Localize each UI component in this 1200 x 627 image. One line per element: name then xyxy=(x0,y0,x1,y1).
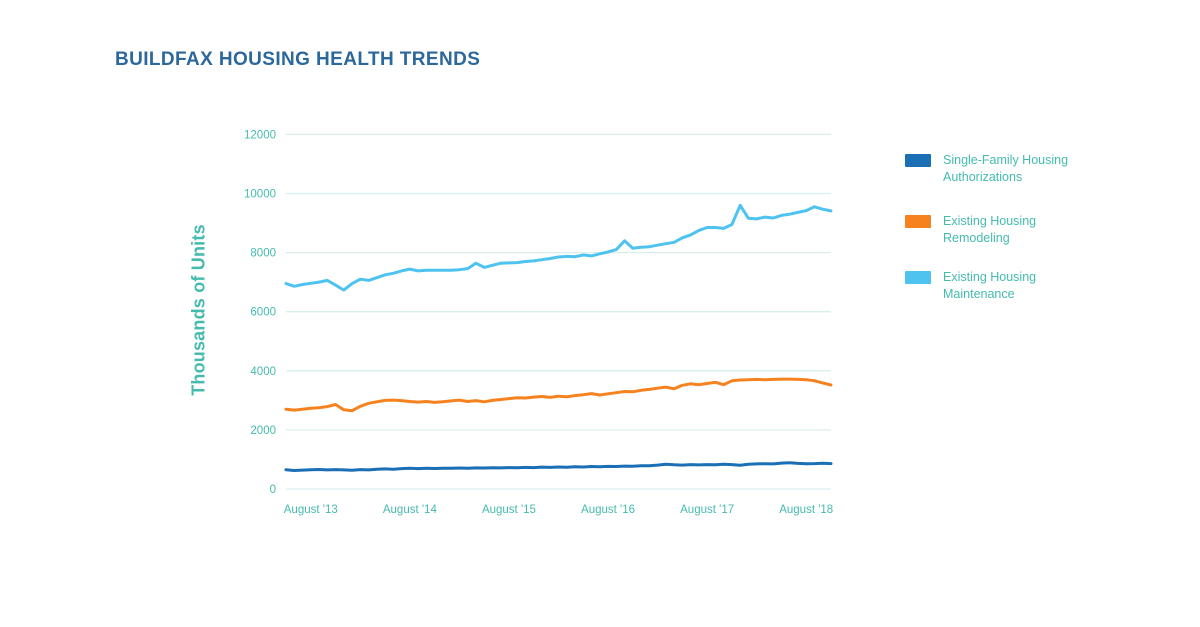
legend-label-line2: Maintenance xyxy=(943,287,1015,301)
y-tick-label: 2000 xyxy=(250,425,276,437)
legend-item-maintenance[interactable]: Existing Housing Maintenance xyxy=(905,269,1036,303)
legend-label-line1: Existing Housing xyxy=(943,214,1037,228)
y-tick-label: 10000 xyxy=(244,189,276,201)
page-title: BUILDFAX HOUSING HEALTH TRENDS xyxy=(115,49,481,70)
legend-label: Existing Housing Remodeling xyxy=(943,213,1036,247)
authorizations-swatch-icon xyxy=(905,154,931,167)
x-tick-label: August '15 xyxy=(482,504,536,516)
series-line-existing-housing-maintenance xyxy=(284,203,833,292)
legend-label: Single-Family Housing Authorizations xyxy=(943,152,1068,186)
x-tick-label: August '17 xyxy=(680,504,734,516)
remodeling-swatch-icon xyxy=(905,215,931,228)
y-tick-label: 6000 xyxy=(250,307,276,319)
y-tick-label: 12000 xyxy=(244,129,276,141)
legend-item-authorizations[interactable]: Single-Family Housing Authorizations xyxy=(905,152,1068,186)
maintenance-swatch-icon xyxy=(905,271,931,284)
x-tick-label: August '13 xyxy=(284,504,338,516)
y-tick-label: 4000 xyxy=(250,366,276,378)
y-tick-label: 0 xyxy=(270,484,276,496)
y-tick-label: 8000 xyxy=(250,248,276,260)
x-tick-label: August '18 xyxy=(779,504,833,516)
legend-label-line2: Remodeling xyxy=(943,231,1010,245)
x-tick-label: August '16 xyxy=(581,504,635,516)
legend-item-remodeling[interactable]: Existing Housing Remodeling xyxy=(905,213,1036,247)
legend-label-line1: Single-Family Housing xyxy=(943,153,1069,167)
x-tick-label: August '14 xyxy=(383,504,438,516)
series-line-single-family-housing-authorizations xyxy=(284,461,833,472)
legend-label-line1: Existing Housing xyxy=(943,270,1037,284)
legend-label-line2: Authorizations xyxy=(943,170,1023,184)
legend-label: Existing Housing Maintenance xyxy=(943,269,1036,303)
series-line-existing-housing-remodeling xyxy=(284,377,833,413)
